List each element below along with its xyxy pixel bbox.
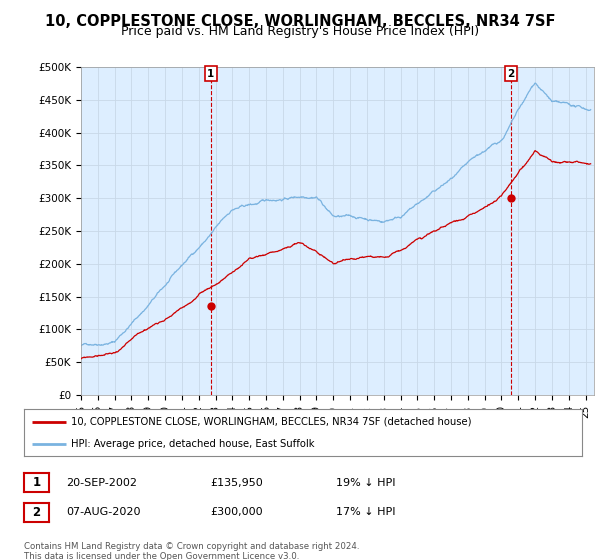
Text: £300,000: £300,000 — [210, 507, 263, 517]
Text: 1: 1 — [32, 476, 41, 489]
Text: 20-SEP-2002: 20-SEP-2002 — [66, 478, 137, 488]
Text: 07-AUG-2020: 07-AUG-2020 — [66, 507, 140, 517]
Text: 2: 2 — [32, 506, 41, 519]
Text: £135,950: £135,950 — [210, 478, 263, 488]
Text: 1: 1 — [207, 69, 214, 79]
Text: 10, COPPLESTONE CLOSE, WORLINGHAM, BECCLES, NR34 7SF (detached house): 10, COPPLESTONE CLOSE, WORLINGHAM, BECCL… — [71, 417, 472, 427]
Text: Price paid vs. HM Land Registry's House Price Index (HPI): Price paid vs. HM Land Registry's House … — [121, 25, 479, 38]
Text: Contains HM Land Registry data © Crown copyright and database right 2024.
This d: Contains HM Land Registry data © Crown c… — [24, 542, 359, 560]
Text: 2: 2 — [508, 69, 515, 79]
Text: HPI: Average price, detached house, East Suffolk: HPI: Average price, detached house, East… — [71, 438, 315, 449]
Text: 17% ↓ HPI: 17% ↓ HPI — [336, 507, 395, 517]
Text: 19% ↓ HPI: 19% ↓ HPI — [336, 478, 395, 488]
Text: 10, COPPLESTONE CLOSE, WORLINGHAM, BECCLES, NR34 7SF: 10, COPPLESTONE CLOSE, WORLINGHAM, BECCL… — [45, 14, 555, 29]
